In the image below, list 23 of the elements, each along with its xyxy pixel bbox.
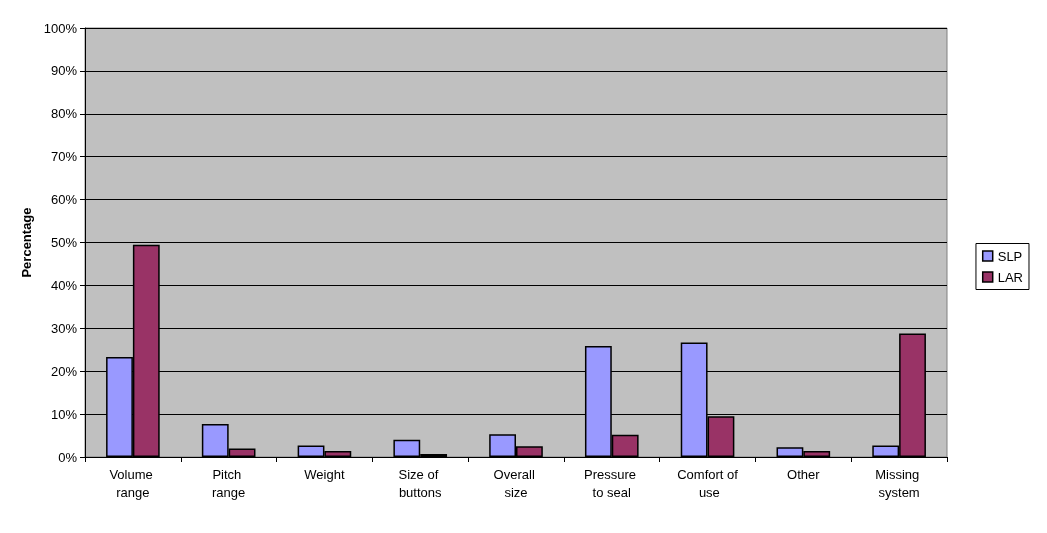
x-tick-label: Pitch range — [212, 466, 246, 500]
x-tick-label: Missing system — [875, 466, 923, 500]
y-tick-label: 30% — [50, 320, 78, 336]
x-tick-label: Size of buttons — [398, 466, 443, 500]
y-tick-label: 70% — [50, 149, 78, 165]
y-tick-label: 90% — [50, 63, 78, 79]
x-tick-label: Other — [787, 466, 821, 482]
x-tick-label: Volume range — [109, 466, 157, 500]
y-tick-label: 80% — [50, 106, 78, 122]
x-tick-label: Pressure to seal — [583, 466, 640, 500]
y-tick-label: 10% — [50, 406, 78, 422]
x-tick-label: Comfort of use — [677, 466, 739, 500]
y-axis-title: Percentage — [18, 207, 34, 278]
y-tick-label: 0% — [58, 449, 78, 465]
y-tick-label: 60% — [50, 192, 78, 208]
y-tick-label: 20% — [50, 363, 78, 379]
y-tick-label: 100% — [43, 20, 78, 36]
x-tick-label: Weight — [304, 466, 345, 482]
y-tick-label: 50% — [50, 235, 78, 250]
y-tick-label: 40% — [50, 277, 78, 293]
legend-label: SLP — [997, 248, 1023, 264]
x-tick-label: Overall size — [493, 466, 539, 500]
legend-label: LAR — [997, 269, 1024, 285]
